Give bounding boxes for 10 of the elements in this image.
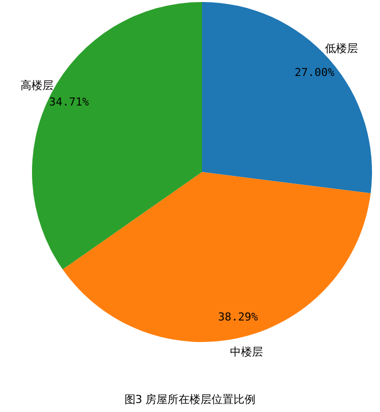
text: 图3 房屋所在楼层位置比例	[124, 393, 256, 406]
data-label: 34.71%	[49, 96, 90, 109]
data-label: 38.29%	[218, 310, 258, 324]
pie-slice	[62, 172, 371, 342]
slice-label: 中楼层	[230, 346, 264, 359]
pie-slice	[202, 2, 372, 194]
slice-label: 高楼层	[20, 79, 54, 92]
slice-label: 低楼层	[325, 42, 358, 55]
pie-slice	[32, 2, 202, 270]
data-label: 27.00%	[294, 66, 335, 79]
